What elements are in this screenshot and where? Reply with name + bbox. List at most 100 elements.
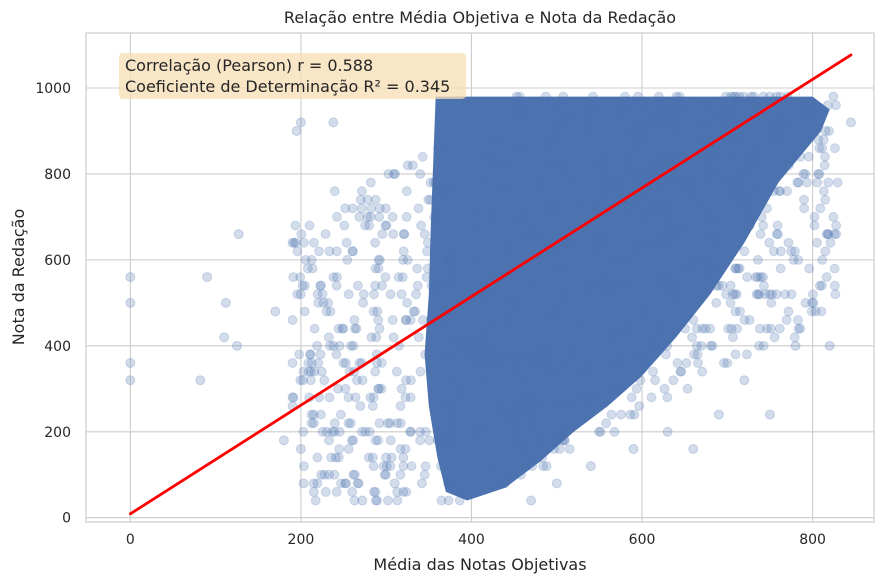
- data-point: [746, 91, 757, 102]
- data-point: [453, 375, 464, 386]
- data-point: [816, 280, 827, 291]
- data-point: [588, 392, 599, 403]
- data-point: [754, 323, 765, 334]
- data-point: [626, 332, 637, 343]
- data-point: [455, 486, 466, 497]
- data-point: [611, 306, 622, 317]
- data-point: [620, 280, 631, 291]
- data-point: [288, 392, 299, 403]
- data-point: [649, 280, 660, 291]
- data-point: [597, 177, 608, 188]
- data-point: [808, 297, 819, 308]
- data-point: [340, 478, 351, 489]
- outlier-point: [389, 478, 400, 489]
- data-point: [503, 409, 514, 420]
- data-point: [321, 426, 332, 437]
- data-point: [820, 246, 831, 257]
- data-point: [365, 177, 376, 188]
- data-point: [629, 409, 640, 420]
- data-point: [584, 134, 595, 145]
- data-point: [365, 392, 376, 403]
- data-point: [429, 211, 440, 222]
- data-point: [814, 168, 825, 179]
- data-point: [681, 358, 692, 369]
- data-point: [629, 143, 640, 154]
- data-point: [676, 366, 687, 377]
- data-point: [624, 134, 635, 145]
- data-point: [455, 151, 466, 162]
- data-point: [549, 160, 560, 171]
- data-point: [705, 323, 716, 334]
- data-point: [704, 263, 715, 274]
- data-point: [581, 151, 592, 162]
- data-point: [360, 426, 371, 437]
- data-point: [504, 108, 515, 119]
- data-point: [546, 100, 557, 111]
- data-point: [549, 125, 560, 136]
- data-point: [437, 186, 448, 197]
- data-point: [362, 211, 373, 222]
- data-point: [306, 418, 317, 429]
- data-point: [373, 254, 384, 265]
- data-point: [354, 211, 365, 222]
- data-point: [641, 168, 652, 179]
- data-point: [642, 186, 653, 197]
- data-point: [734, 263, 745, 274]
- data-point: [309, 323, 320, 334]
- data-point: [299, 306, 310, 317]
- outlier-point: [219, 332, 230, 343]
- data-point: [727, 289, 738, 300]
- data-point: [554, 443, 565, 454]
- data-point: [684, 186, 695, 197]
- data-point: [298, 237, 309, 248]
- data-point: [348, 246, 359, 257]
- data-point: [340, 383, 351, 394]
- data-point: [758, 220, 769, 231]
- data-point: [363, 452, 374, 463]
- data-point: [744, 186, 755, 197]
- data-point: [722, 358, 733, 369]
- data-point: [443, 186, 454, 197]
- outlier-point: [551, 478, 562, 489]
- data-point: [752, 186, 763, 197]
- data-point: [667, 134, 678, 145]
- data-point: [754, 340, 765, 351]
- data-point: [680, 323, 691, 334]
- data-point: [772, 143, 783, 154]
- data-point: [356, 203, 367, 214]
- data-point: [629, 246, 640, 257]
- data-point: [686, 263, 697, 274]
- data-point: [343, 289, 354, 300]
- data-point: [381, 461, 392, 472]
- data-point: [324, 392, 335, 403]
- data-point: [444, 151, 455, 162]
- data-point: [400, 392, 411, 403]
- data-point: [320, 229, 331, 240]
- data-point: [585, 280, 596, 291]
- data-point: [349, 315, 360, 326]
- data-point: [548, 400, 559, 411]
- y-tick-label: 400: [44, 339, 71, 355]
- data-point: [504, 315, 515, 326]
- data-point: [485, 315, 496, 326]
- data-point: [479, 211, 490, 222]
- data-point: [555, 306, 566, 317]
- data-point: [710, 151, 721, 162]
- data-point: [308, 478, 319, 489]
- data-point: [368, 306, 379, 317]
- data-point: [443, 349, 454, 360]
- data-point: [504, 469, 515, 480]
- data-point: [600, 375, 611, 386]
- data-point: [632, 349, 643, 360]
- data-point: [456, 340, 467, 351]
- data-point: [660, 349, 671, 360]
- data-point: [502, 246, 513, 257]
- data-point: [688, 254, 699, 265]
- data-point: [467, 211, 478, 222]
- data-point: [373, 263, 384, 274]
- data-point: [420, 461, 431, 472]
- data-point: [644, 108, 655, 119]
- data-point: [735, 194, 746, 205]
- data-point: [372, 306, 383, 317]
- data-point: [405, 315, 416, 326]
